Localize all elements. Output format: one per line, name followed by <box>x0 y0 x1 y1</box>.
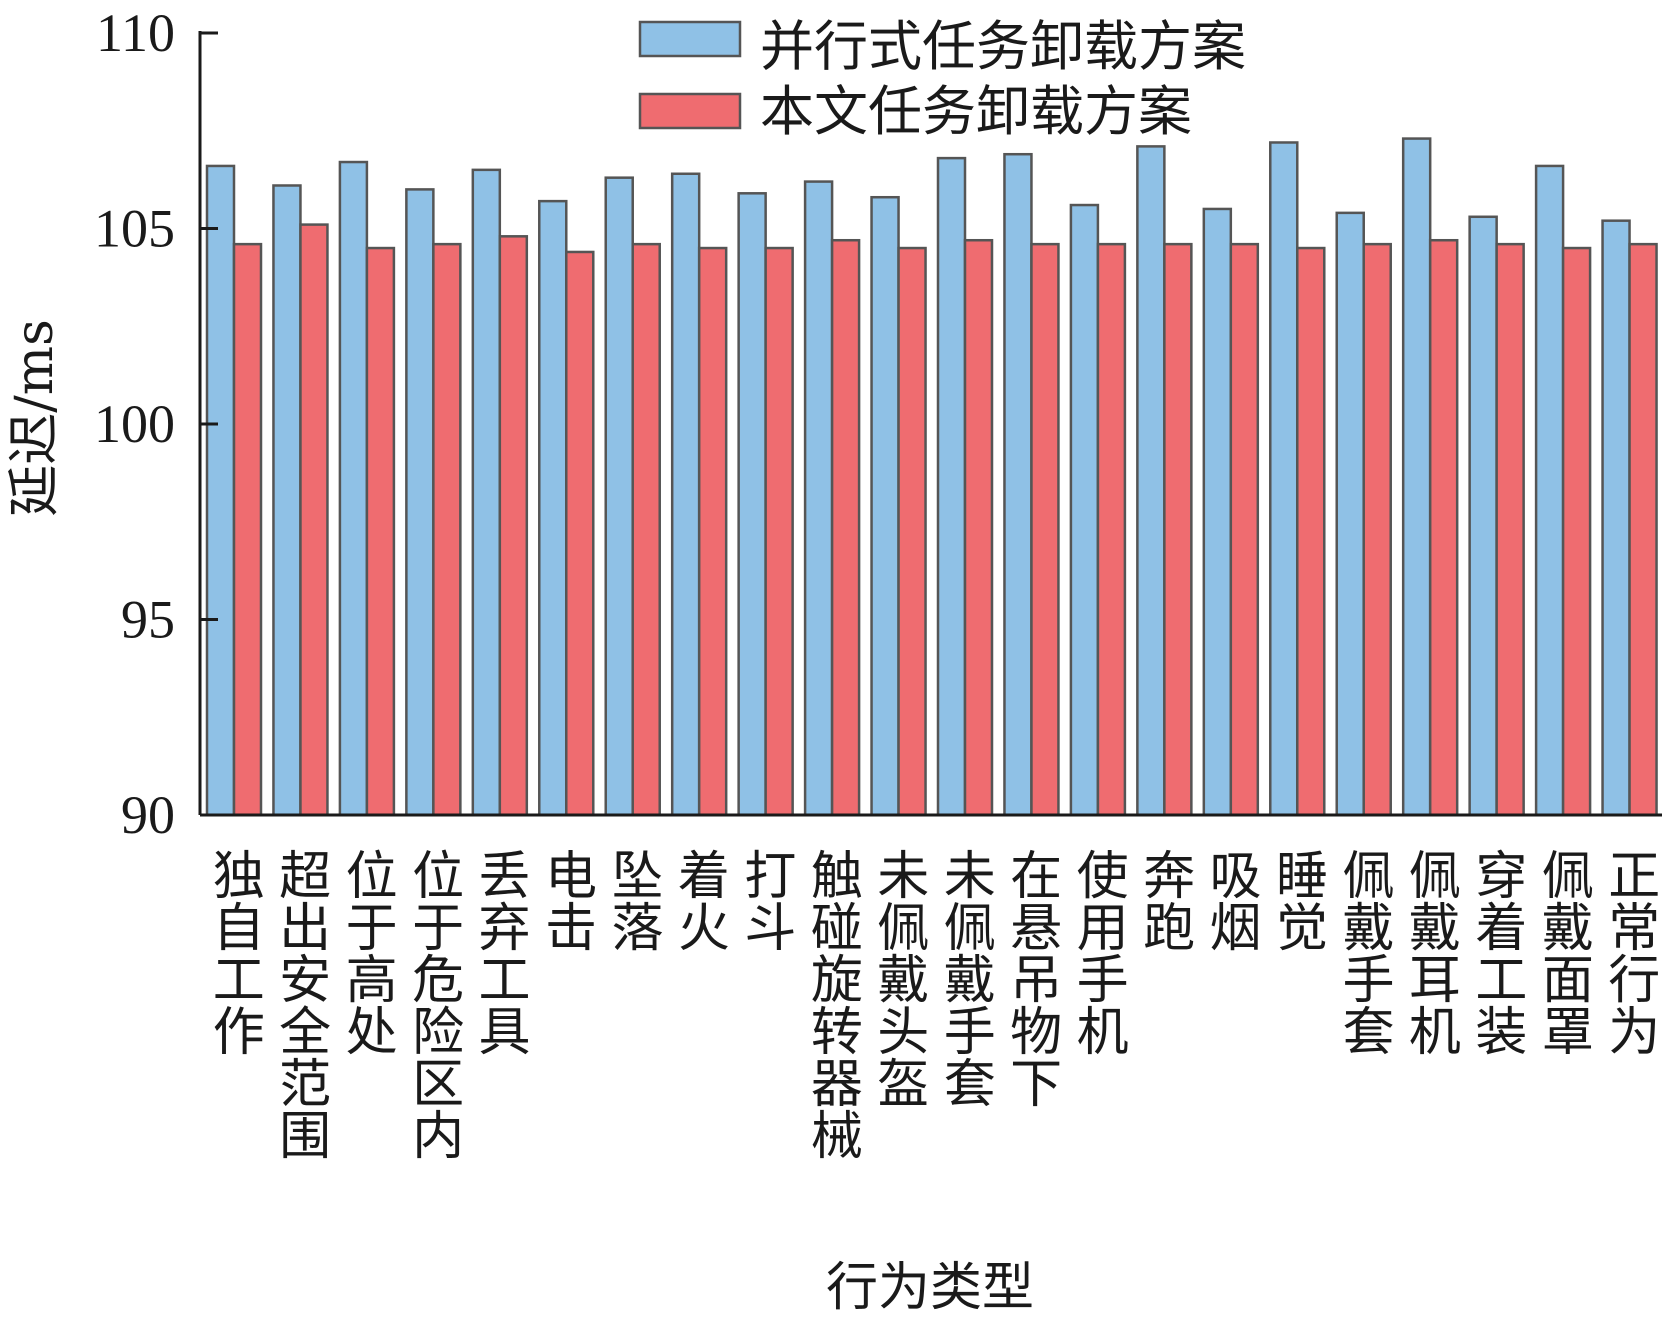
y-ticks: 90 95 100 105 110 <box>94 3 218 845</box>
x-category-label-15-0: 吸烟 <box>1200 848 1260 952</box>
bar-proposed-2 <box>365 246 396 817</box>
bar-proposed-5 <box>565 250 595 817</box>
x-category-label-13-0: 使用手机 <box>1067 848 1127 1056</box>
bar-proposed-0 <box>232 242 263 817</box>
x-category-label-10-0: 未佩戴头盔 <box>868 848 928 1108</box>
bar-proposed-18 <box>1428 238 1459 817</box>
bar-parallel-7 <box>670 172 701 817</box>
x-category-label-1-0: 超出安全范围 <box>270 848 330 1160</box>
bar-proposed-4 <box>498 235 529 817</box>
bar-parallel-19 <box>1468 215 1498 817</box>
x-category-label-0-0: 独自工作 <box>203 848 263 1056</box>
bar-proposed-11 <box>963 238 994 817</box>
y-tick-label-90: 90 <box>121 785 175 845</box>
bar-proposed-7 <box>697 246 728 817</box>
x-category-label-21-0: 正常行为 <box>1599 848 1659 1056</box>
bar-proposed-1 <box>299 223 329 817</box>
bar-proposed-8 <box>764 246 794 817</box>
x-category-label-8-0: 打斗 <box>735 848 795 952</box>
bar-proposed-12 <box>1030 242 1060 817</box>
bar-parallel-9 <box>803 180 834 817</box>
bar-proposed-19 <box>1495 242 1525 817</box>
bar-parallel-21 <box>1601 219 1631 817</box>
bar-parallel-14 <box>1136 145 1166 817</box>
x-category-label-3-0: 位于危险区内 <box>403 848 463 1160</box>
bar-parallel-11 <box>936 156 967 817</box>
bar-parallel-2 <box>338 160 369 817</box>
x-category-label-9-0: 触碰旋转器械 <box>801 848 861 1160</box>
x-axis-title: 行为类型 <box>826 1258 1034 1318</box>
bar-parallel-3 <box>405 188 435 817</box>
x-category-label-17-0: 佩戴手套 <box>1333 848 1393 1056</box>
y-tick-label-110: 110 <box>96 3 175 63</box>
x-category-label-4-0: 丢弃工具 <box>469 848 529 1056</box>
bar-parallel-16 <box>1269 141 1299 817</box>
legend-swatch-proposed <box>638 92 742 130</box>
bar-parallel-18 <box>1401 137 1432 817</box>
y-axis-title: 延迟/ms <box>5 319 65 517</box>
bar-proposed-16 <box>1296 246 1326 817</box>
x-category-label-11-0: 未佩戴手套 <box>934 848 994 1108</box>
x-category-label-19-0: 穿着工装 <box>1466 848 1526 1056</box>
bars-layer <box>205 137 1658 817</box>
bar-parallel-12 <box>1003 152 1033 817</box>
bar-proposed-6 <box>631 242 661 817</box>
legend-label-parallel: 并行式任务卸载方案 <box>760 15 1246 78</box>
bar-parallel-5 <box>538 199 568 817</box>
bar-proposed-20 <box>1561 246 1592 817</box>
x-category-label-20-0: 佩戴面罩 <box>1532 848 1592 1056</box>
legend-label-proposed: 本文任务卸载方案 <box>760 80 1192 143</box>
legend-swatch-parallel <box>638 20 742 58</box>
bar-proposed-14 <box>1163 242 1193 817</box>
bar-parallel-20 <box>1534 164 1565 817</box>
bar-parallel-13 <box>1069 203 1100 817</box>
bar-parallel-0 <box>205 164 236 817</box>
x-category-label-2-0: 位于高处 <box>336 848 396 1056</box>
bar-proposed-10 <box>897 246 927 817</box>
bar-parallel-15 <box>1202 207 1233 817</box>
bar-parallel-1 <box>272 184 302 817</box>
bar-proposed-17 <box>1362 242 1392 817</box>
y-tick-label-105: 105 <box>94 199 175 259</box>
bar-parallel-10 <box>870 195 900 817</box>
x-category-labels: 独自工作 超出安全范围 位于高处 位于危险区内 丢弃工具 电击 坠落 着火 打斗 触碰旋转器械 未佩… <box>203 848 1659 1160</box>
bar-parallel-8 <box>737 192 767 817</box>
bar-proposed-15 <box>1229 242 1260 817</box>
bar-proposed-21 <box>1628 242 1658 817</box>
x-category-label-5-0: 电击 <box>536 848 596 952</box>
y-tick-label-95: 95 <box>121 590 175 650</box>
bar-parallel-6 <box>604 176 634 817</box>
x-category-label-18-0: 佩戴耳机 <box>1399 848 1459 1056</box>
x-category-label-6-0: 坠落 <box>602 848 662 952</box>
bar-proposed-9 <box>830 238 861 817</box>
x-category-label-7-0: 着火 <box>668 848 728 952</box>
bar-proposed-3 <box>432 242 462 817</box>
bar-parallel-4 <box>471 168 502 817</box>
legend: 并行式任务卸载方案 本文任务卸载方案 <box>638 15 1246 143</box>
x-category-label-16-0: 睡觉 <box>1267 848 1327 952</box>
y-tick-label-100: 100 <box>94 394 175 454</box>
bar-proposed-13 <box>1096 242 1127 817</box>
x-category-label-14-0: 奔跑 <box>1134 848 1194 952</box>
x-category-label-12-0: 在悬吊物下 <box>1001 848 1061 1108</box>
bar-parallel-17 <box>1335 211 1365 817</box>
